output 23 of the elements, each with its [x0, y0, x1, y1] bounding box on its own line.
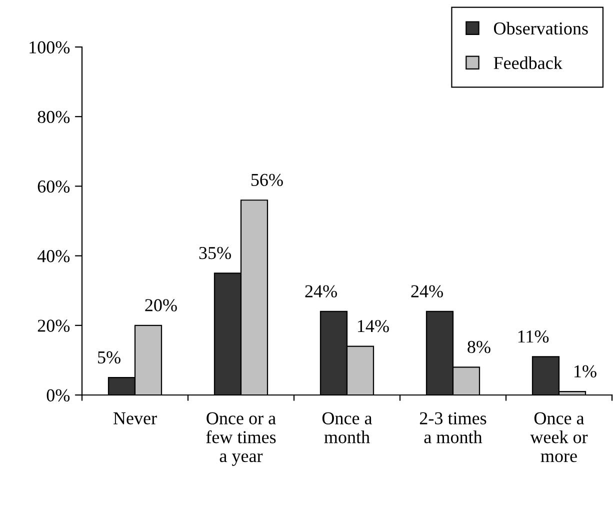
- data-label: 5%: [98, 351, 120, 364]
- legend-label: Feedback: [494, 56, 562, 70]
- data-label: 1%: [574, 365, 596, 378]
- x-tick-label: Once a month: [322, 412, 372, 444]
- data-label: 35%: [199, 246, 231, 260]
- data-label: 56%: [251, 174, 283, 186]
- x-tick-label: Once or a few times a year: [206, 412, 276, 466]
- x-tick-label: Never: [113, 412, 157, 424]
- data-label: 14%: [358, 320, 389, 332]
- y-tick-label: 20%: [38, 320, 70, 332]
- data-label: 24%: [305, 285, 337, 298]
- y-tick-label: 80%: [38, 110, 70, 124]
- data-label: 20%: [145, 299, 177, 312]
- data-label: 8%: [468, 340, 490, 354]
- x-tick-label: 2-3 times a month: [420, 412, 486, 444]
- y-tick-label: 0%: [46, 389, 70, 402]
- legend-label: Observations: [494, 22, 588, 35]
- y-tick-label: 100%: [30, 41, 70, 54]
- x-tick-label: Once a week or more: [530, 412, 588, 462]
- data-label: 24%: [411, 285, 443, 298]
- y-tick-label: 40%: [37, 250, 70, 262]
- y-tick-label: 60%: [38, 180, 70, 193]
- data-label: 11%: [518, 330, 549, 343]
